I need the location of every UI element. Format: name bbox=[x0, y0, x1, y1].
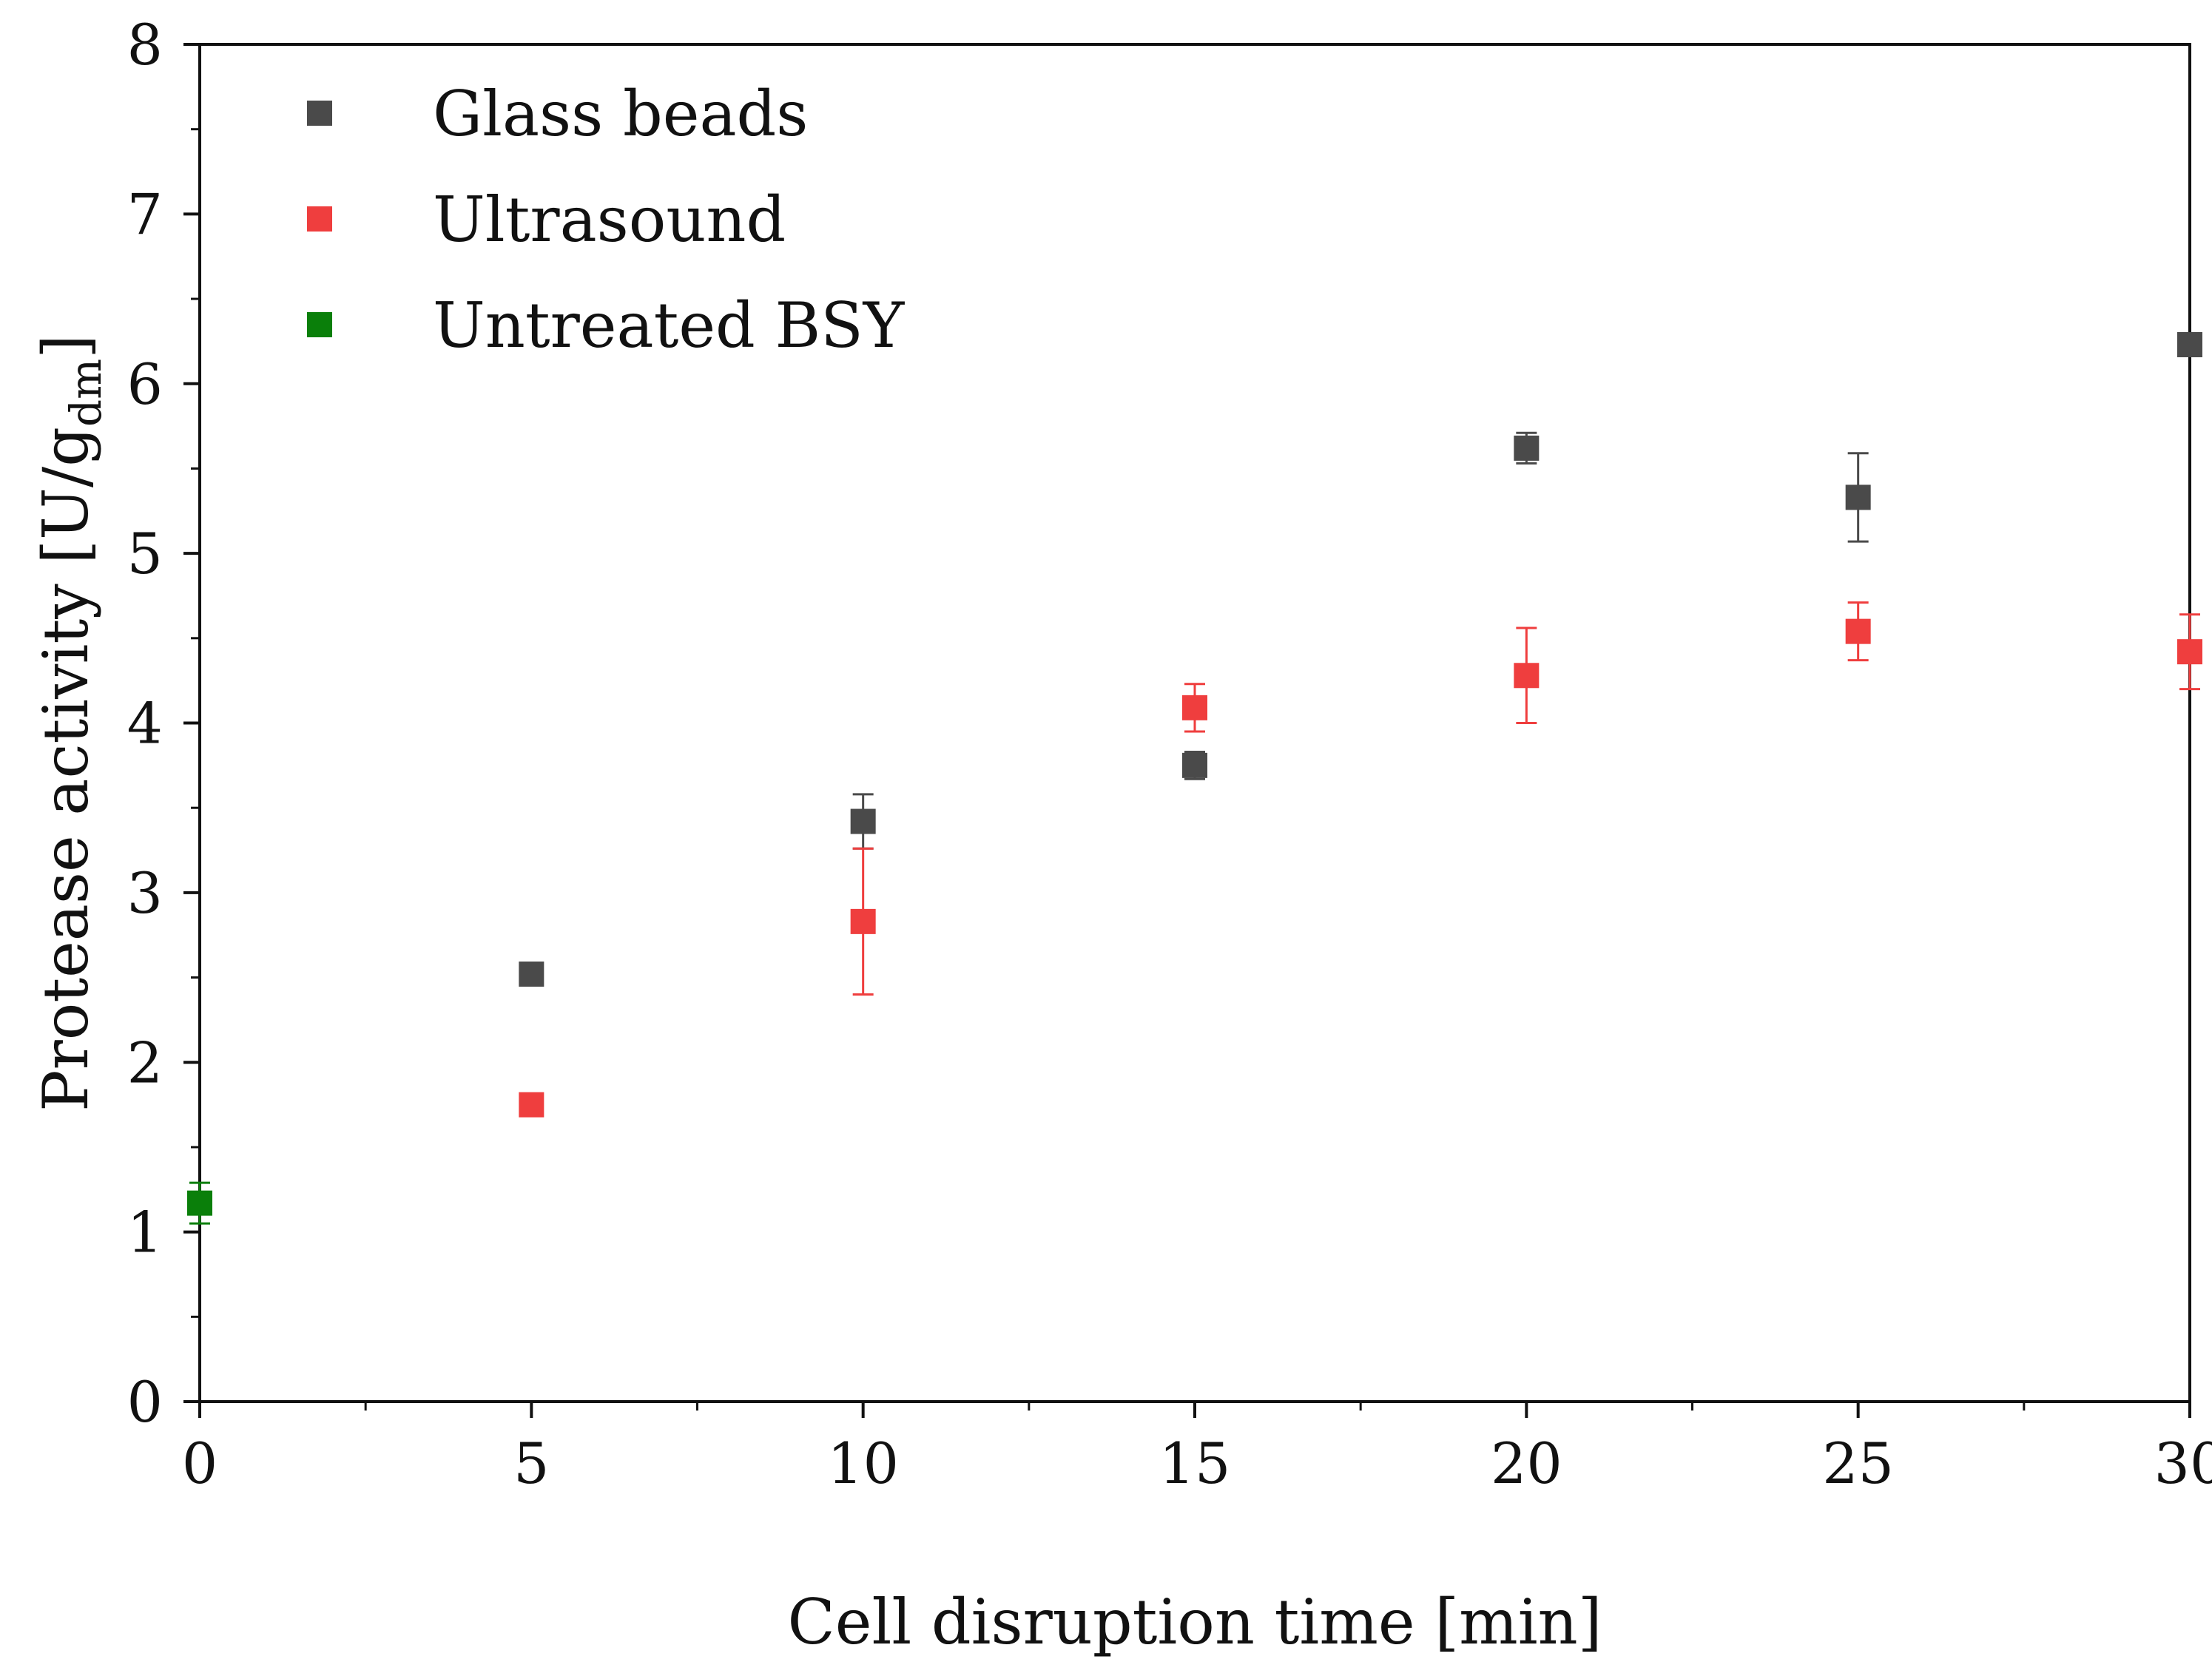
series-glass-beads bbox=[519, 331, 2202, 987]
x-axis: 0 5 10 15 20 25 30 bbox=[182, 1402, 2212, 1496]
x-tick-label: 10 bbox=[827, 1430, 899, 1496]
series-untreated-bsy bbox=[187, 1181, 212, 1225]
x-tick-label: 25 bbox=[1822, 1430, 1894, 1496]
data-point bbox=[1182, 752, 1207, 778]
y-axis: 0 1 2 3 4 5 6 7 8 bbox=[127, 12, 200, 1435]
series-ultrasound bbox=[519, 601, 2202, 1118]
data-point bbox=[1514, 435, 1540, 461]
data-point bbox=[519, 961, 544, 987]
y-tick-label: 5 bbox=[127, 521, 163, 587]
y-tick-label: 1 bbox=[127, 1200, 163, 1266]
legend-marker-ultrasound bbox=[307, 206, 332, 232]
x-tick-label: 5 bbox=[513, 1430, 549, 1496]
y-tick-label: 3 bbox=[127, 860, 163, 926]
x-tick-label: 30 bbox=[2154, 1430, 2212, 1496]
data-point bbox=[1514, 663, 1540, 689]
x-tick-label: 0 bbox=[182, 1430, 218, 1496]
legend: Glass beads Ultrasound Untreated BSY bbox=[307, 78, 906, 362]
data-point bbox=[1845, 484, 1871, 510]
y-tick-label: 6 bbox=[127, 351, 163, 417]
data-point bbox=[519, 1092, 544, 1118]
data-point bbox=[1845, 618, 1871, 644]
data-point bbox=[850, 808, 876, 834]
legend-label-untreated-bsy: Untreated BSY bbox=[433, 289, 906, 362]
legend-marker-untreated-bsy bbox=[307, 312, 332, 337]
y-axis-title-main: Protease activity [U/g bbox=[30, 427, 102, 1112]
data-point bbox=[2177, 639, 2202, 665]
y-tick-label: 2 bbox=[127, 1030, 163, 1095]
y-axis-title-suffix: ] bbox=[30, 334, 102, 359]
y-tick-label: 4 bbox=[127, 691, 163, 757]
data-point bbox=[850, 908, 876, 934]
legend-label-glass-beads: Glass beads bbox=[433, 78, 808, 150]
x-tick-label: 20 bbox=[1491, 1430, 1562, 1496]
x-axis-title: Cell disruption time [min] bbox=[787, 1586, 1602, 1658]
legend-marker-glass-beads bbox=[307, 101, 332, 126]
y-axis-title: Protease activity [U/gdm] bbox=[30, 334, 111, 1112]
series-layer bbox=[187, 331, 2202, 1225]
y-tick-label: 8 bbox=[127, 12, 163, 78]
y-tick-label: 7 bbox=[127, 181, 163, 247]
y-axis-title-subscript: dm bbox=[61, 359, 111, 427]
y-tick-label: 0 bbox=[127, 1369, 163, 1435]
data-point bbox=[187, 1190, 212, 1216]
data-point bbox=[1182, 695, 1207, 720]
legend-label-ultrasound: Ultrasound bbox=[433, 183, 786, 256]
x-tick-label: 15 bbox=[1159, 1430, 1231, 1496]
data-point bbox=[2177, 331, 2202, 357]
